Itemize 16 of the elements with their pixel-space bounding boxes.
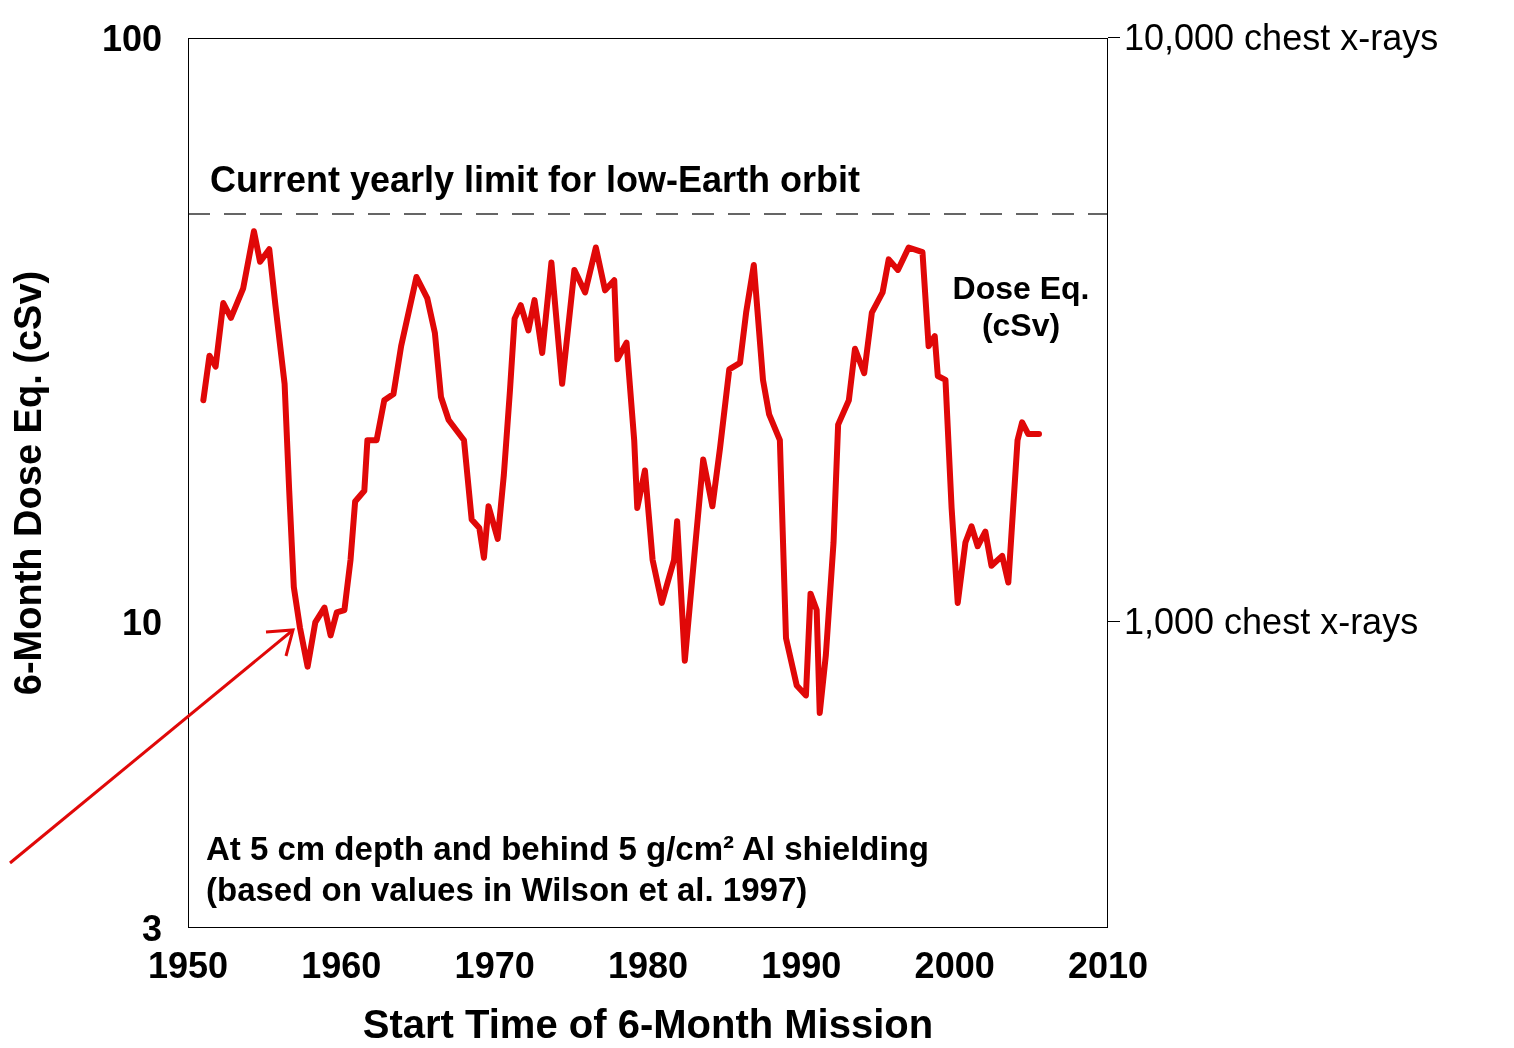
y-tick-label: 100 — [101, 17, 162, 59]
x-tick-label: 1990 — [761, 944, 842, 986]
x-tick-label: 1970 — [454, 944, 535, 986]
y-tick-label: 10 — [121, 602, 162, 644]
series-label: Dose Eq. (cSv) — [951, 270, 1091, 344]
ref-line-label: Current yearly limit for low-Earth orbit — [210, 158, 861, 200]
annotation: At 5 cm depth and behind 5 g/cm² Al shielding — [206, 830, 930, 867]
y-axis-title: 6-Month Dose Eq. (cSv) — [7, 270, 50, 696]
annotation: (based on values in Wilson et al. 1997) — [206, 871, 808, 909]
text: 1,000 chest x-rays — [1124, 601, 1419, 643]
x-tick-label: 1980 — [607, 944, 689, 986]
x-tick-label: 1960 — [301, 944, 382, 986]
x-tick-label: 2010 — [1067, 944, 1149, 986]
x-axis-title: Start Time of 6-Month Mission — [362, 1002, 934, 1046]
x-tick-label: 2000 — [914, 944, 995, 986]
text: 10,000 chest x-rays — [1124, 17, 1439, 58]
